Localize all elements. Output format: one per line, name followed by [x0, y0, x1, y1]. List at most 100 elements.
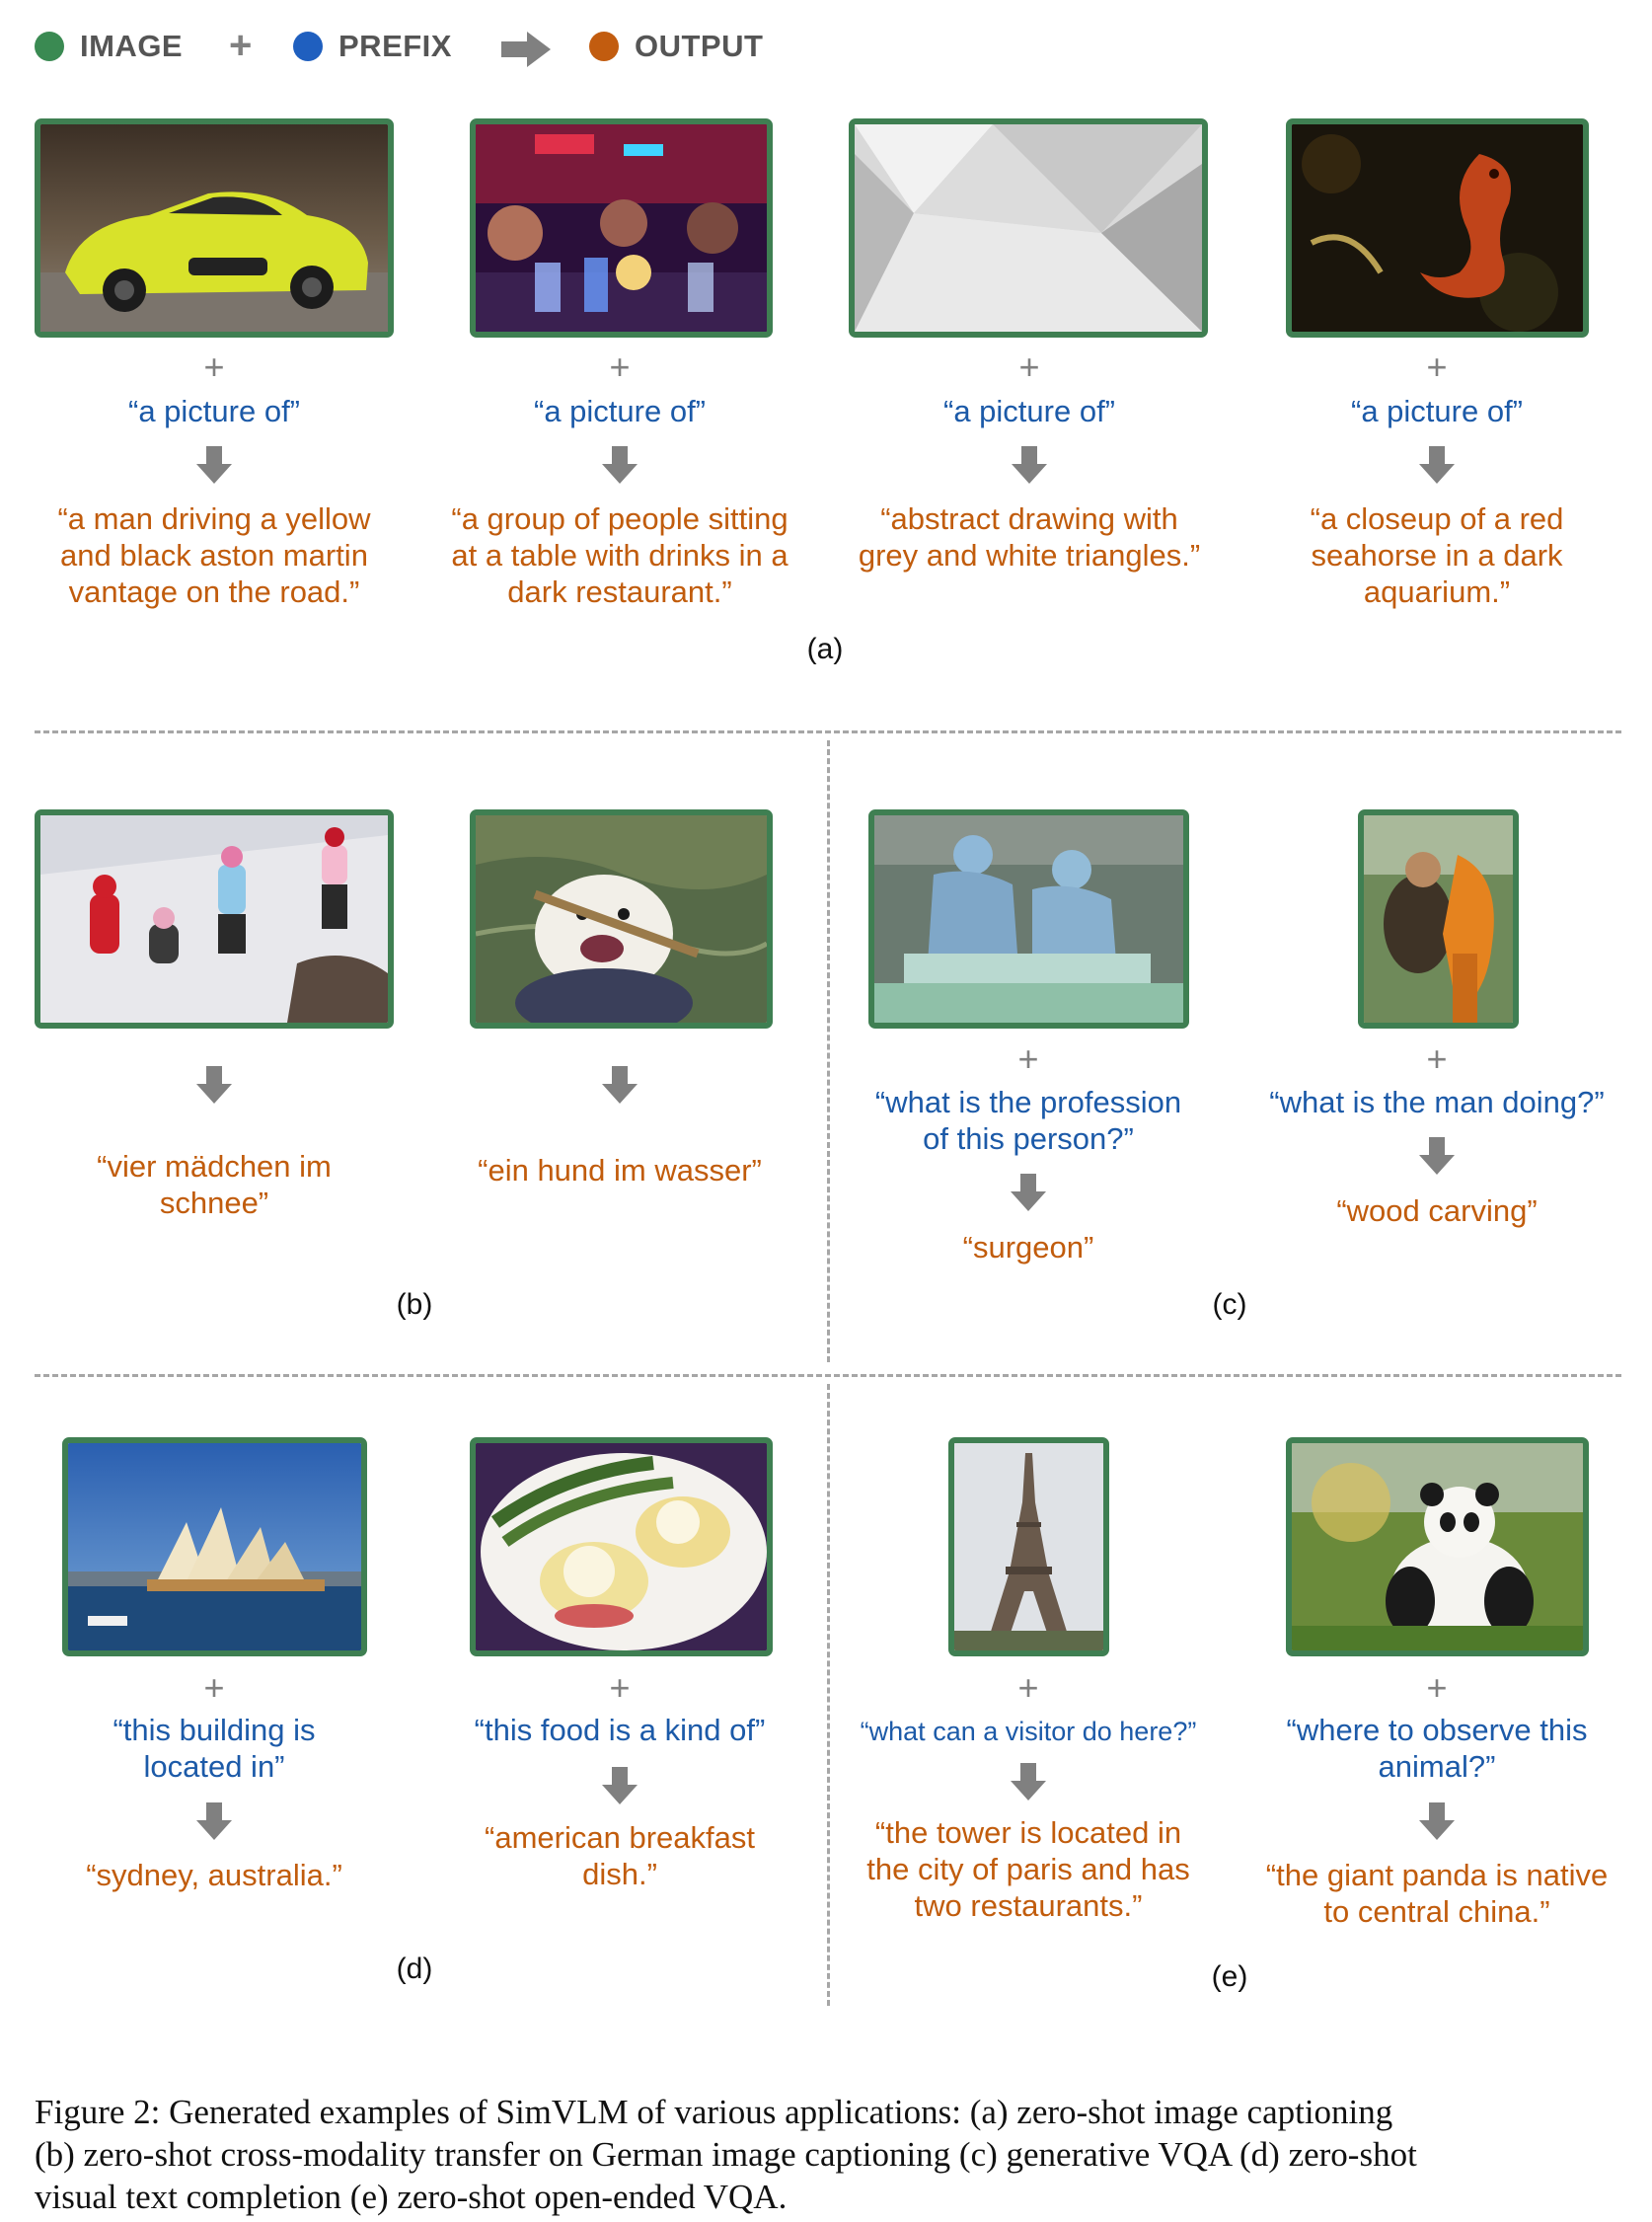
output-text: “a man driving a yellow and black aston …	[57, 500, 370, 610]
output-line: seahorse in a dark	[1311, 538, 1563, 573]
legend-plus-icon: +	[229, 24, 253, 67]
sydney-opera-house-picture	[68, 1443, 361, 1650]
output-text: “the tower is located in the city of par…	[866, 1814, 1189, 1924]
eiffel-tower-picture	[954, 1443, 1103, 1650]
output-line: grey and white triangles.”	[858, 538, 1201, 573]
output-dot-icon	[589, 32, 619, 61]
down-arrow-icon	[196, 1066, 232, 1104]
image-grey-triangles	[849, 118, 1208, 338]
prefix-text: “what is the man doing?”	[1269, 1084, 1604, 1120]
output-line: to central china.”	[1323, 1894, 1550, 1929]
output-text: “the giant panda is native to central ch…	[1266, 1857, 1608, 1930]
prefix-line: “this food is a kind of”	[474, 1713, 766, 1747]
prefix-line: of this person?”	[923, 1121, 1134, 1156]
output-line: “a man driving a yellow	[57, 501, 371, 536]
panel-label-c: (c)	[1212, 1288, 1247, 1321]
down-arrow-icon	[1011, 1763, 1046, 1801]
plus-icon: +	[1017, 1667, 1039, 1708]
grey-triangles-picture	[855, 124, 1202, 332]
dog-in-water-picture	[476, 815, 767, 1023]
image-girls-in-snow	[35, 809, 394, 1029]
prefix-line: located in”	[143, 1749, 285, 1784]
eggs-benedict-picture	[476, 1443, 767, 1650]
prefix-line: “what is the profession	[874, 1085, 1182, 1119]
output-line: “vier mädchen im	[97, 1149, 332, 1184]
legend-arrow-icon	[501, 32, 551, 67]
legend-image-label: IMAGE	[80, 29, 184, 63]
output-text: “a closeup of a red seahorse in a dark a…	[1311, 500, 1564, 610]
image-surgeons	[868, 809, 1189, 1029]
panel-label-d: (d)	[396, 1953, 433, 1985]
figure-caption: Figure 2: Generated examples of SimVLM o…	[35, 2091, 1623, 2218]
plus-icon: +	[203, 1667, 225, 1708]
prefix-text: “a picture of”	[942, 394, 1116, 428]
image-dog-in-water	[470, 809, 773, 1029]
prefix-text: “what can a visitor do here?”	[861, 1714, 1197, 1750]
image-wood-carver	[1358, 809, 1519, 1029]
output-text: “abstract drawing with grey and white tr…	[859, 500, 1200, 574]
down-arrow-icon	[1419, 1137, 1455, 1175]
output-text: “wood carving”	[1336, 1192, 1537, 1229]
panel-label-b: (b)	[396, 1288, 433, 1321]
output-line: “wood carving”	[1336, 1193, 1538, 1228]
down-arrow-icon	[1419, 1802, 1455, 1840]
image-eiffel-tower	[948, 1437, 1109, 1656]
plus-icon: +	[1426, 1038, 1448, 1079]
output-line: “american breakfast	[485, 1820, 755, 1855]
prefix-text: “a picture of”	[1350, 394, 1524, 428]
output-text: “a group of people sitting at a table wi…	[451, 500, 788, 610]
plus-icon: +	[1018, 346, 1040, 387]
image-red-seahorse	[1286, 118, 1589, 338]
girls-in-snow-picture	[40, 815, 388, 1023]
output-line: dark restaurant.”	[507, 575, 732, 609]
horizontal-divider	[35, 1374, 1621, 1377]
image-dot-icon	[35, 32, 64, 61]
prefix-text: “this building is located in”	[113, 1712, 315, 1785]
prefix-text: “a picture of”	[127, 394, 301, 428]
yellow-sports-car-picture	[40, 124, 388, 332]
down-arrow-icon	[196, 446, 232, 484]
prefix-dot-icon	[293, 32, 323, 61]
prefix-line: animal?”	[1378, 1749, 1496, 1784]
output-line: schnee”	[159, 1186, 269, 1220]
output-line: vantage on the road.”	[68, 575, 360, 609]
output-text: “american breakfast dish.”	[485, 1819, 755, 1892]
output-line: at a table with drinks in a	[451, 538, 788, 573]
output-line: aquarium.”	[1363, 575, 1511, 609]
plus-icon: +	[203, 346, 225, 387]
down-arrow-icon	[196, 1802, 232, 1840]
output-line: “a closeup of a red	[1310, 501, 1564, 536]
red-seahorse-picture	[1292, 124, 1583, 332]
image-restaurant-drinks	[470, 118, 773, 338]
image-giant-panda	[1286, 1437, 1589, 1656]
down-arrow-icon	[602, 1767, 638, 1804]
prefix-line: “this building is	[113, 1713, 316, 1747]
down-arrow-icon	[1012, 446, 1047, 484]
down-arrow-icon	[1011, 1174, 1046, 1211]
down-arrow-icon	[1419, 446, 1455, 484]
image-eggs-benedict	[470, 1437, 773, 1656]
output-text: “sydney, australia.”	[86, 1857, 342, 1893]
plus-icon: +	[609, 346, 631, 387]
plus-icon: +	[1426, 1667, 1448, 1708]
output-text: “ein hund im wasser”	[478, 1152, 762, 1188]
giant-panda-picture	[1292, 1443, 1583, 1650]
legend-prefix-label: PREFIX	[338, 29, 452, 63]
output-text: “surgeon”	[963, 1229, 1094, 1265]
plus-icon: +	[1017, 1038, 1039, 1079]
wood-carver-picture	[1364, 815, 1513, 1023]
output-line: “surgeon”	[962, 1230, 1094, 1264]
panel-label-a: (a)	[806, 633, 844, 665]
output-line: “a group of people sitting	[451, 501, 788, 536]
legend-image: IMAGE	[35, 29, 184, 63]
prefix-text: “a picture of”	[533, 394, 707, 428]
output-line: “the giant panda is native	[1265, 1858, 1609, 1892]
output-line: and black aston martin	[60, 538, 368, 573]
prefix-text: “where to observe this animal?”	[1287, 1712, 1588, 1785]
prefix-text: “this food is a kind of”	[475, 1712, 766, 1748]
image-sydney-opera-house	[62, 1437, 367, 1656]
prefix-text: “what is the profession of this person?”	[875, 1084, 1181, 1157]
prefix-line: “what can a visitor do here?”	[860, 1717, 1197, 1746]
plus-icon: +	[609, 1667, 631, 1708]
legend-prefix: PREFIX	[293, 29, 452, 63]
